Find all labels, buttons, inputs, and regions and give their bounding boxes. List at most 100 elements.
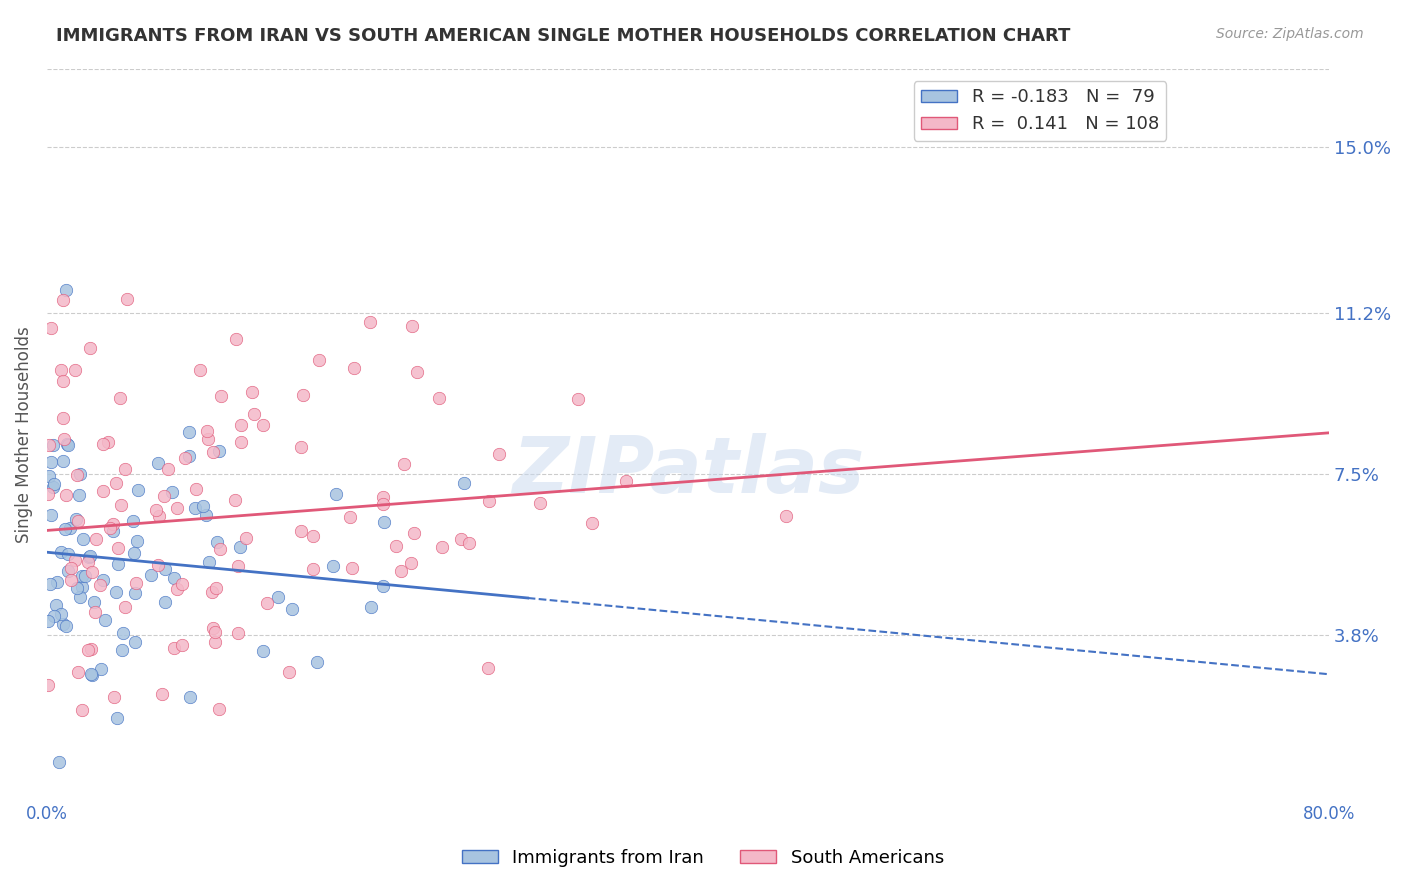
Point bbox=[51, 545, 73, 559]
Point bbox=[124, 545, 146, 559]
Point bbox=[188, 363, 211, 377]
Point bbox=[301, 529, 323, 543]
Point bbox=[105, 585, 128, 599]
Point bbox=[453, 476, 475, 491]
Point bbox=[60, 560, 83, 574]
Point bbox=[240, 385, 263, 400]
Point bbox=[37, 487, 59, 501]
Point bbox=[205, 581, 228, 595]
Point bbox=[80, 565, 103, 579]
Point bbox=[56, 547, 79, 561]
Point bbox=[72, 532, 94, 546]
Point bbox=[405, 365, 427, 379]
Point bbox=[581, 516, 603, 530]
Point bbox=[51, 607, 73, 622]
Point bbox=[389, 564, 412, 578]
Point bbox=[66, 665, 89, 679]
Point bbox=[371, 579, 394, 593]
Point bbox=[90, 662, 112, 676]
Point bbox=[373, 497, 395, 511]
Point bbox=[66, 468, 89, 483]
Point bbox=[70, 703, 93, 717]
Point bbox=[477, 661, 499, 675]
Point bbox=[191, 500, 214, 514]
Point bbox=[41, 480, 63, 494]
Point bbox=[70, 580, 93, 594]
Point bbox=[89, 578, 111, 592]
Point bbox=[53, 432, 76, 446]
Point bbox=[155, 562, 177, 576]
Point bbox=[204, 625, 226, 640]
Point bbox=[201, 621, 224, 635]
Point bbox=[39, 320, 62, 334]
Point bbox=[208, 444, 231, 458]
Point bbox=[195, 424, 218, 438]
Point bbox=[156, 461, 179, 475]
Point bbox=[292, 388, 315, 402]
Point bbox=[256, 596, 278, 610]
Point bbox=[52, 617, 75, 632]
Point bbox=[290, 440, 312, 454]
Point bbox=[103, 516, 125, 531]
Point bbox=[458, 536, 481, 550]
Point bbox=[200, 585, 222, 599]
Point bbox=[229, 541, 252, 555]
Point bbox=[305, 655, 328, 669]
Point bbox=[231, 417, 253, 432]
Point bbox=[209, 389, 232, 403]
Point bbox=[52, 374, 75, 388]
Point bbox=[401, 556, 423, 570]
Point bbox=[173, 450, 195, 465]
Point bbox=[63, 363, 86, 377]
Point bbox=[38, 469, 60, 483]
Point bbox=[94, 613, 117, 627]
Point bbox=[775, 509, 797, 524]
Point bbox=[186, 482, 208, 496]
Point bbox=[141, 568, 163, 582]
Point bbox=[340, 560, 363, 574]
Point bbox=[153, 595, 176, 609]
Point bbox=[478, 493, 501, 508]
Point bbox=[252, 417, 274, 432]
Point bbox=[150, 686, 173, 700]
Point bbox=[373, 490, 395, 504]
Point bbox=[107, 710, 129, 724]
Point bbox=[226, 559, 249, 574]
Point bbox=[84, 532, 107, 546]
Point bbox=[308, 353, 330, 368]
Point bbox=[360, 600, 382, 615]
Point bbox=[107, 541, 129, 555]
Point bbox=[194, 508, 217, 522]
Point bbox=[103, 690, 125, 704]
Point bbox=[401, 318, 423, 333]
Point bbox=[110, 498, 132, 512]
Point bbox=[226, 626, 249, 640]
Point bbox=[91, 437, 114, 451]
Point bbox=[267, 590, 290, 604]
Point bbox=[110, 391, 132, 405]
Point bbox=[63, 553, 86, 567]
Point bbox=[322, 558, 344, 573]
Point bbox=[66, 581, 89, 595]
Point bbox=[402, 526, 425, 541]
Point bbox=[83, 606, 105, 620]
Point bbox=[83, 595, 105, 609]
Point bbox=[51, 293, 73, 308]
Point bbox=[67, 488, 90, 502]
Point bbox=[69, 467, 91, 481]
Point bbox=[76, 643, 98, 657]
Point bbox=[197, 432, 219, 446]
Legend: Immigrants from Iran, South Americans: Immigrants from Iran, South Americans bbox=[454, 842, 952, 874]
Point bbox=[79, 341, 101, 355]
Point bbox=[205, 534, 228, 549]
Point bbox=[115, 292, 138, 306]
Point bbox=[37, 678, 59, 692]
Point bbox=[41, 455, 63, 469]
Text: IMMIGRANTS FROM IRAN VS SOUTH AMERICAN SINGLE MOTHER HOUSEHOLDS CORRELATION CHAR: IMMIGRANTS FROM IRAN VS SOUTH AMERICAN S… bbox=[56, 27, 1070, 45]
Point bbox=[148, 509, 170, 524]
Point bbox=[41, 508, 63, 523]
Point bbox=[127, 483, 149, 497]
Point bbox=[204, 634, 226, 648]
Y-axis label: Single Mother Households: Single Mother Households bbox=[15, 326, 32, 543]
Point bbox=[252, 643, 274, 657]
